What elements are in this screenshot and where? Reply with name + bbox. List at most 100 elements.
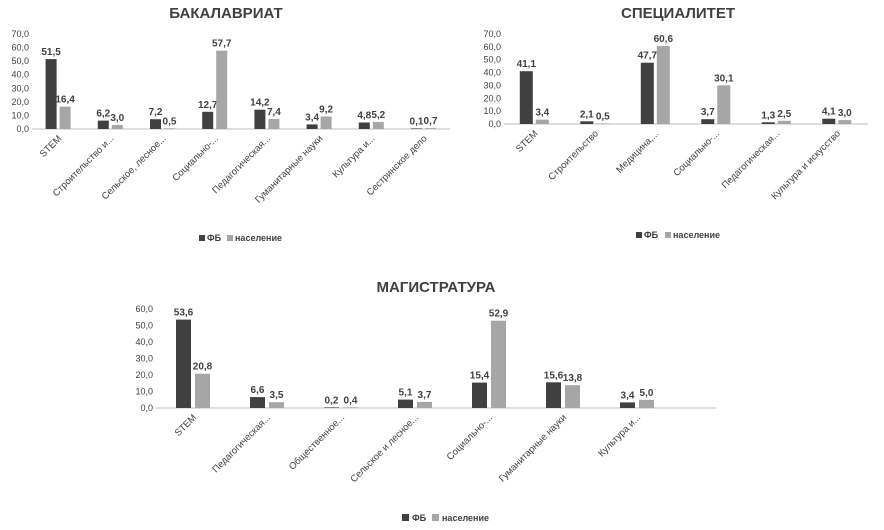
- legend-swatch-fb: [199, 235, 205, 241]
- bar-population: [320, 116, 332, 129]
- bar-population: [59, 106, 71, 129]
- category-label: Гуманитарные науки: [497, 412, 569, 484]
- bar-population: [565, 385, 580, 408]
- data-label-population: 3,4: [535, 108, 549, 119]
- bar-fb: [620, 402, 635, 408]
- data-label-population: 7,4: [267, 107, 281, 118]
- data-label-population: 52,9: [489, 309, 509, 320]
- y-tick-label: 50,0: [135, 321, 153, 331]
- bar-fb: [822, 118, 836, 124]
- bar-fb: [202, 111, 214, 129]
- bar-population: [717, 85, 731, 124]
- data-label-population: 3,7: [418, 390, 432, 401]
- data-label-population: 5,2: [371, 110, 385, 121]
- legend-label-fb: ФБ: [207, 233, 222, 243]
- category-label: Культура и...: [330, 133, 377, 180]
- y-tick-label: 40,0: [11, 70, 29, 80]
- chart-bachelor: БАКАЛАВРИАТ 0,0 10,0 20,0 30,0 40,0 50,0 60,0 7…: [11, 5, 450, 243]
- data-label-population: 57,7: [212, 39, 232, 50]
- chart-master: МАГИСТРАТУРА 0,0 10,0 20,0 30,0 40,0 50,0 60,0…: [135, 279, 716, 523]
- y-tick-label: 10,0: [11, 110, 29, 120]
- legend-label-population: население: [442, 513, 489, 523]
- bar-fb: [701, 119, 715, 124]
- bar-population: [268, 119, 280, 129]
- bar-population: [596, 123, 610, 124]
- bars-master: 53,6 20,8 6,6 3,5 0,2 0,4 5,1 3,7 15,4 52,9 15,6 13…: [174, 308, 654, 409]
- legend-swatch-population: [227, 235, 233, 241]
- y-tick-label: 30,0: [11, 83, 29, 93]
- data-label-population: 16,4: [55, 95, 75, 106]
- data-label-population: 2,5: [777, 109, 791, 120]
- data-label-population: 20,8: [193, 362, 213, 373]
- bar-population: [216, 50, 228, 130]
- data-label-fb: 14,2: [250, 98, 270, 109]
- y-tick-label: 40,0: [483, 68, 501, 78]
- bar-fb: [176, 319, 191, 408]
- bars-bachelor: 51,5 16,4 6,2 3,0 7,20,5 12,7 57,7 14,27,4 3,49,…: [41, 39, 438, 130]
- bar-fb: [472, 382, 487, 408]
- y-tick-label: 30,0: [135, 354, 153, 364]
- chart-title-bachelor: БАКАЛАВРИАТ: [169, 5, 282, 22]
- data-label-fb: 0,2: [325, 395, 339, 406]
- data-label-fb: 3,4: [305, 112, 319, 123]
- data-label-population: 3,0: [838, 108, 852, 119]
- legend-label-fb: ФБ: [644, 230, 659, 240]
- y-tick-label: 20,0: [135, 370, 153, 380]
- y-tick-label: 50,0: [483, 55, 501, 65]
- bar-population: [417, 401, 432, 408]
- chart-title-specialist: СПЕЦИАЛИТЕТ: [621, 5, 735, 22]
- bar-population: [195, 373, 210, 408]
- category-label: STEM: [514, 128, 540, 154]
- category-label: Педагогическая...: [720, 128, 783, 191]
- category-label: Социально-...: [672, 128, 722, 178]
- data-label-population: 3,0: [110, 113, 124, 124]
- legend-swatch-fb: [402, 514, 409, 521]
- category-label: STEM: [38, 133, 64, 159]
- data-label-population: 0,4: [344, 395, 358, 406]
- data-label-fb: 41,1: [517, 59, 537, 70]
- category-label: Медицина,...: [614, 128, 661, 175]
- bar-fb: [411, 128, 422, 129]
- bar-fb: [45, 59, 57, 129]
- bar-population: [111, 124, 123, 129]
- bar-fb: [97, 120, 109, 129]
- legend-swatch-population: [432, 514, 439, 521]
- y-tick-label: 60,0: [483, 42, 501, 52]
- data-label-fb: 3,4: [621, 390, 635, 401]
- data-label-population: 13,8: [563, 373, 583, 384]
- legend-label-fb: ФБ: [412, 513, 427, 523]
- bar-population: [656, 46, 670, 124]
- data-label-population: 0,7: [424, 116, 438, 127]
- bar-population: [491, 320, 506, 408]
- category-label: Культура и...: [596, 412, 643, 459]
- bar-population: [838, 120, 852, 124]
- y-tick-label: 70,0: [11, 29, 29, 39]
- legend-master: ФБ население: [402, 513, 489, 523]
- data-label-population: 3,5: [270, 390, 284, 401]
- y-tick-label: 0,0: [140, 403, 153, 413]
- y-tick-label: 0,0: [488, 119, 501, 129]
- bar-population: [269, 402, 284, 408]
- bar-fb: [398, 399, 413, 408]
- bar-population: [639, 399, 654, 409]
- data-label-fb: 1,3: [761, 110, 775, 121]
- data-label-population: 30,1: [714, 73, 734, 84]
- data-label-population: 5,0: [640, 388, 654, 399]
- category-label: Социально-...: [170, 133, 220, 183]
- data-label-population: 0,5: [596, 111, 610, 122]
- data-label-population: 9,2: [319, 105, 333, 116]
- bar-population: [164, 128, 175, 129]
- bar-fb: [250, 397, 265, 408]
- legend-label-population: население: [235, 233, 282, 243]
- category-label: STEM: [173, 412, 199, 438]
- data-label-fb: 6,2: [96, 109, 110, 120]
- y-tick-label: 50,0: [11, 56, 29, 66]
- bar-population: [777, 120, 791, 124]
- bar-fb: [640, 62, 654, 124]
- data-label-fb: 47,7: [638, 51, 658, 62]
- bar-fb: [324, 407, 339, 408]
- legend-label-population: население: [673, 230, 720, 240]
- chart-title-master: МАГИСТРАТУРА: [376, 279, 495, 296]
- y-tick-label: 10,0: [135, 387, 153, 397]
